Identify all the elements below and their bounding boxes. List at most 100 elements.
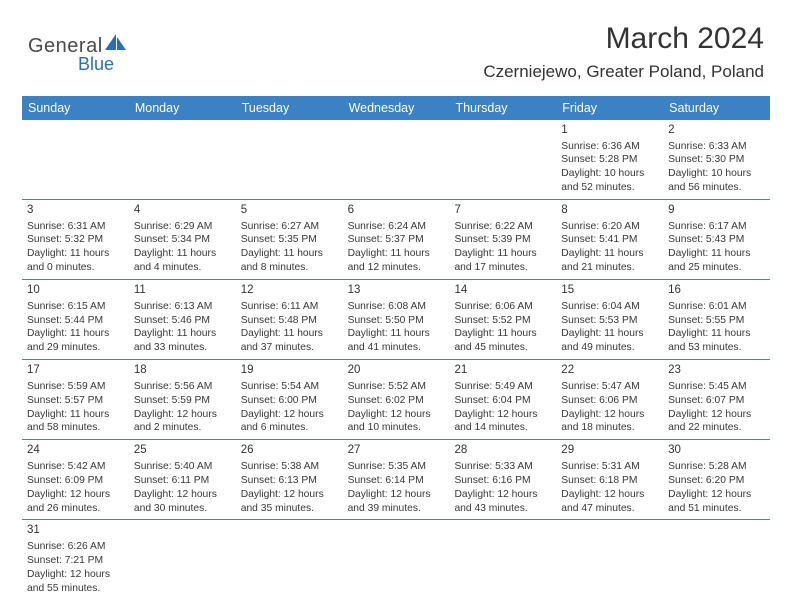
day-cell: 28Sunrise: 5:33 AMSunset: 6:16 PMDayligh…: [449, 440, 556, 519]
day-cell: 19Sunrise: 5:54 AMSunset: 6:00 PMDayligh…: [236, 360, 343, 439]
sunrise-text: Sunrise: 5:47 AM: [561, 380, 658, 394]
week-row: 24Sunrise: 5:42 AMSunset: 6:09 PMDayligh…: [22, 440, 770, 520]
day-cell: 2Sunrise: 6:33 AMSunset: 5:30 PMDaylight…: [663, 120, 770, 199]
empty-cell: [129, 520, 236, 599]
d2-text: and 6 minutes.: [241, 421, 338, 435]
day-number: 18: [134, 363, 231, 379]
empty-cell: [236, 120, 343, 199]
day-cell: 18Sunrise: 5:56 AMSunset: 5:59 PMDayligh…: [129, 360, 236, 439]
day-cell: 27Sunrise: 5:35 AMSunset: 6:14 PMDayligh…: [343, 440, 450, 519]
empty-cell: [236, 520, 343, 599]
day-number: 17: [27, 363, 124, 379]
sunrise-text: Sunrise: 6:13 AM: [134, 300, 231, 314]
day-number: 23: [668, 363, 765, 379]
d1-text: Daylight: 12 hours: [454, 408, 551, 422]
day-number: 15: [561, 283, 658, 299]
sunset-text: Sunset: 6:14 PM: [348, 474, 445, 488]
sunset-text: Sunset: 5:44 PM: [27, 314, 124, 328]
d2-text: and 22 minutes.: [668, 421, 765, 435]
day-number: 2: [668, 123, 765, 139]
day-header-thursday: Thursday: [449, 96, 556, 120]
sunrise-text: Sunrise: 5:35 AM: [348, 460, 445, 474]
day-cell: 3Sunrise: 6:31 AMSunset: 5:32 PMDaylight…: [22, 200, 129, 279]
day-number: 4: [134, 203, 231, 219]
day-cell: 1Sunrise: 6:36 AMSunset: 5:28 PMDaylight…: [556, 120, 663, 199]
day-header-tuesday: Tuesday: [236, 96, 343, 120]
day-cell: 14Sunrise: 6:06 AMSunset: 5:52 PMDayligh…: [449, 280, 556, 359]
day-number: 29: [561, 443, 658, 459]
d1-text: Daylight: 10 hours: [561, 167, 658, 181]
d2-text: and 8 minutes.: [241, 261, 338, 275]
sunset-text: Sunset: 5:41 PM: [561, 233, 658, 247]
d1-text: Daylight: 12 hours: [454, 488, 551, 502]
day-cell: 25Sunrise: 5:40 AMSunset: 6:11 PMDayligh…: [129, 440, 236, 519]
logo: General Blue: [28, 34, 127, 58]
sunset-text: Sunset: 6:13 PM: [241, 474, 338, 488]
sunset-text: Sunset: 5:53 PM: [561, 314, 658, 328]
day-cell: 30Sunrise: 5:28 AMSunset: 6:20 PMDayligh…: [663, 440, 770, 519]
day-number: 19: [241, 363, 338, 379]
day-header-monday: Monday: [129, 96, 236, 120]
empty-cell: [343, 120, 450, 199]
sunset-text: Sunset: 5:39 PM: [454, 233, 551, 247]
sunset-text: Sunset: 6:00 PM: [241, 394, 338, 408]
calendar-body: 1Sunrise: 6:36 AMSunset: 5:28 PMDaylight…: [22, 120, 770, 599]
week-row: 31Sunrise: 6:26 AMSunset: 7:21 PMDayligh…: [22, 520, 770, 599]
day-header-friday: Friday: [556, 96, 663, 120]
day-number: 16: [668, 283, 765, 299]
day-cell: 31Sunrise: 6:26 AMSunset: 7:21 PMDayligh…: [22, 520, 129, 599]
day-number: 8: [561, 203, 658, 219]
sunset-text: Sunset: 6:18 PM: [561, 474, 658, 488]
sunset-text: Sunset: 6:16 PM: [454, 474, 551, 488]
d1-text: Daylight: 11 hours: [668, 327, 765, 341]
sunrise-text: Sunrise: 6:06 AM: [454, 300, 551, 314]
sunrise-text: Sunrise: 6:26 AM: [27, 540, 124, 554]
d1-text: Daylight: 11 hours: [241, 247, 338, 261]
sunset-text: Sunset: 5:37 PM: [348, 233, 445, 247]
sunrise-text: Sunrise: 5:49 AM: [454, 380, 551, 394]
sunset-text: Sunset: 6:06 PM: [561, 394, 658, 408]
sunrise-text: Sunrise: 5:38 AM: [241, 460, 338, 474]
day-number: 3: [27, 203, 124, 219]
sunset-text: Sunset: 6:07 PM: [668, 394, 765, 408]
sunset-text: Sunset: 6:04 PM: [454, 394, 551, 408]
day-header-row: Sunday Monday Tuesday Wednesday Thursday…: [22, 96, 770, 120]
sunrise-text: Sunrise: 5:31 AM: [561, 460, 658, 474]
d1-text: Daylight: 12 hours: [27, 568, 124, 582]
day-cell: 9Sunrise: 6:17 AMSunset: 5:43 PMDaylight…: [663, 200, 770, 279]
day-cell: 26Sunrise: 5:38 AMSunset: 6:13 PMDayligh…: [236, 440, 343, 519]
day-cell: 24Sunrise: 5:42 AMSunset: 6:09 PMDayligh…: [22, 440, 129, 519]
day-number: 22: [561, 363, 658, 379]
d2-text: and 18 minutes.: [561, 421, 658, 435]
day-cell: 17Sunrise: 5:59 AMSunset: 5:57 PMDayligh…: [22, 360, 129, 439]
d1-text: Daylight: 11 hours: [134, 247, 231, 261]
d2-text: and 12 minutes.: [348, 261, 445, 275]
day-cell: 11Sunrise: 6:13 AMSunset: 5:46 PMDayligh…: [129, 280, 236, 359]
sunset-text: Sunset: 5:46 PM: [134, 314, 231, 328]
day-cell: 20Sunrise: 5:52 AMSunset: 6:02 PMDayligh…: [343, 360, 450, 439]
day-number: 6: [348, 203, 445, 219]
day-cell: 5Sunrise: 6:27 AMSunset: 5:35 PMDaylight…: [236, 200, 343, 279]
d1-text: Daylight: 11 hours: [27, 408, 124, 422]
day-number: 26: [241, 443, 338, 459]
d1-text: Daylight: 12 hours: [348, 488, 445, 502]
d2-text: and 17 minutes.: [454, 261, 551, 275]
d2-text: and 56 minutes.: [668, 181, 765, 195]
day-cell: 8Sunrise: 6:20 AMSunset: 5:41 PMDaylight…: [556, 200, 663, 279]
day-number: 27: [348, 443, 445, 459]
day-number: 24: [27, 443, 124, 459]
sunset-text: Sunset: 5:48 PM: [241, 314, 338, 328]
day-cell: 4Sunrise: 6:29 AMSunset: 5:34 PMDaylight…: [129, 200, 236, 279]
d1-text: Daylight: 11 hours: [134, 327, 231, 341]
sunrise-text: Sunrise: 5:59 AM: [27, 380, 124, 394]
location-subtitle: Czerniejewo, Greater Poland, Poland: [483, 62, 764, 82]
d2-text: and 49 minutes.: [561, 341, 658, 355]
d2-text: and 25 minutes.: [668, 261, 765, 275]
calendar-grid: Sunday Monday Tuesday Wednesday Thursday…: [22, 96, 770, 599]
d2-text: and 52 minutes.: [561, 181, 658, 195]
d1-text: Daylight: 12 hours: [561, 488, 658, 502]
sunrise-text: Sunrise: 6:24 AM: [348, 220, 445, 234]
sunrise-text: Sunrise: 6:31 AM: [27, 220, 124, 234]
sunset-text: Sunset: 6:09 PM: [27, 474, 124, 488]
empty-cell: [129, 120, 236, 199]
